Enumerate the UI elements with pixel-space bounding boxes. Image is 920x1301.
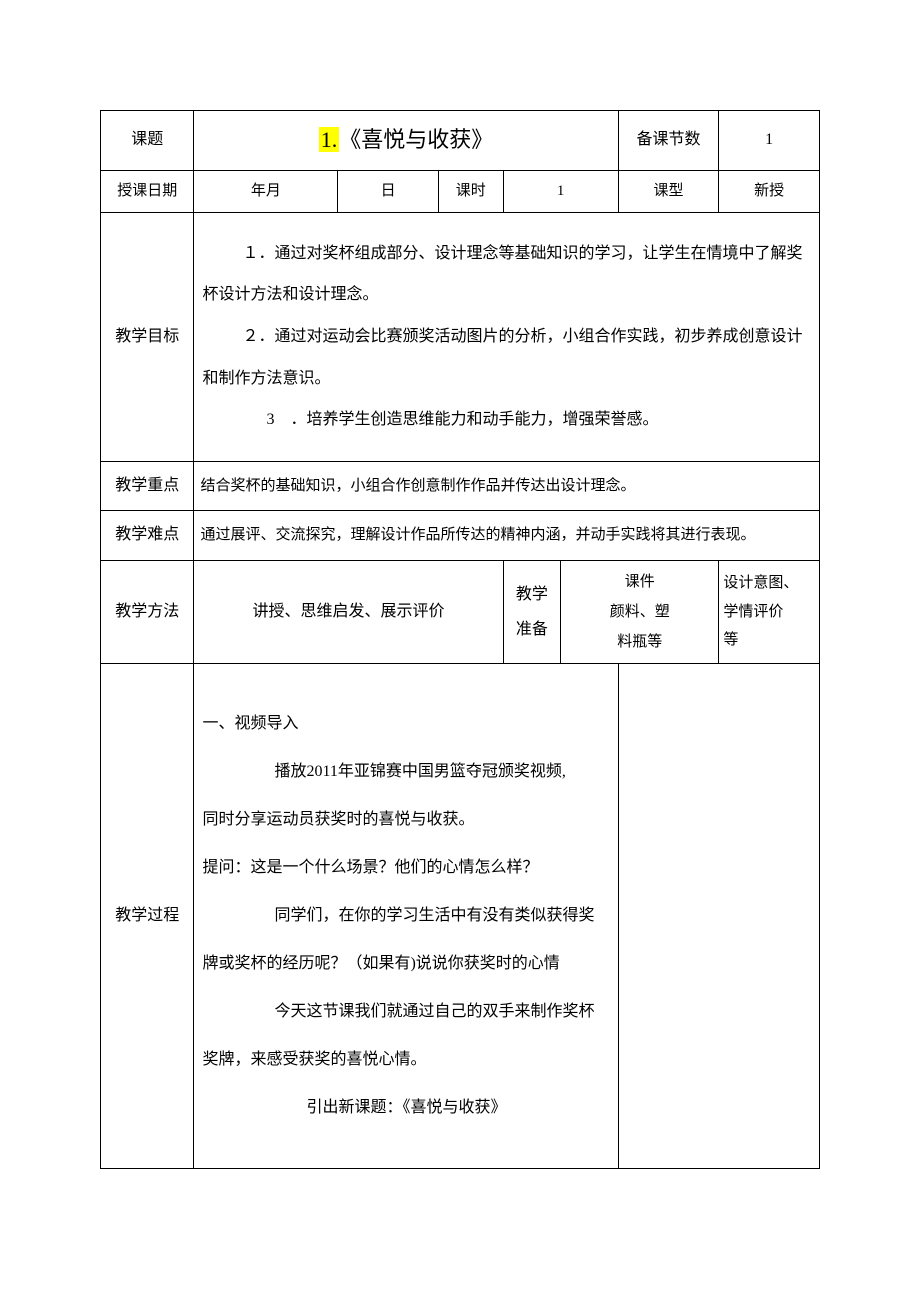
date-value: 年月 xyxy=(194,170,338,212)
date-label: 授课日期 xyxy=(101,170,194,212)
right-note: 设计意图、学情评价等 xyxy=(719,560,820,663)
lesson-title: 1.《喜悦与收获》 xyxy=(194,111,618,171)
period-value: 1 xyxy=(503,170,618,212)
goals-content: １．通过对奖杯组成部分、设计理念等基础知识的学习，让学生在情境中了解奖杯设计方法… xyxy=(194,212,820,461)
process-right-blank xyxy=(618,663,819,1168)
period-label: 课时 xyxy=(438,170,503,212)
process-line-6: 今天这节课我们就通过自己的双手来制作奖杯 xyxy=(202,988,609,1036)
keypoint-text: 结合奖杯的基础知识，小组合作创意制作作品并传达出设计理念。 xyxy=(194,461,820,511)
session-count-value: 1 xyxy=(719,111,820,171)
type-label: 课型 xyxy=(618,170,719,212)
title-text: 《喜悦与收获》 xyxy=(339,127,493,152)
method-text: 讲授、思维启发、展示评价 xyxy=(194,560,503,663)
title-number: 1. xyxy=(319,127,340,152)
topic-label: 课题 xyxy=(101,111,194,171)
process-line-4: 同学们，在你的学习生活中有没有类似获得奖 xyxy=(202,892,609,940)
process-line-7: 奖牌，来感受获奖的喜悦心情。 xyxy=(202,1036,609,1084)
goal-3: 3 ．培养学生创造思维能力和动手能力，增强荣誉感。 xyxy=(202,399,811,441)
keypoint-label: 教学重点 xyxy=(101,461,194,511)
goal-2: ２．通过对运动会比赛颁奖活动图片的分析，小组合作实践，初步养成创意设计和制作方法… xyxy=(202,316,811,399)
process-line-1: 播放2011年亚锦赛中国男篮夺冠颁奖视频, xyxy=(202,748,609,796)
session-count-label: 备课节数 xyxy=(618,111,719,171)
process-line-5: 牌或奖杯的经历呢？（如果有)说说你获奖时的心情 xyxy=(202,940,609,988)
process-line-0: 一、视频导入 xyxy=(202,700,609,748)
method-label: 教学方法 xyxy=(101,560,194,663)
process-label: 教学过程 xyxy=(101,663,194,1168)
process-line-8: 引出新课题：《喜悦与收获》 xyxy=(202,1084,609,1132)
goal-1: １．通过对奖杯组成部分、设计理念等基础知识的学习，让学生在情境中了解奖杯设计方法… xyxy=(202,233,811,316)
type-value: 新授 xyxy=(719,170,820,212)
prep-value: 课件颜料、塑料瓶等 xyxy=(561,560,719,663)
prep-label: 教学准备 xyxy=(503,560,561,663)
difficulty-label: 教学难点 xyxy=(101,511,194,561)
difficulty-text: 通过展评、交流探究，理解设计作品所传达的精神内涵，并动手实践将其进行表现。 xyxy=(194,511,820,561)
lesson-plan-table: 课题 1.《喜悦与收获》 备课节数 1 授课日期 年月 日 课时 1 课型 新授… xyxy=(100,110,820,1169)
process-line-3: 提问：这是一个什么场景？他们的心情怎么样？ xyxy=(202,844,609,892)
process-line-2: 同时分享运动员获奖时的喜悦与收获。 xyxy=(202,796,609,844)
goals-label: 教学目标 xyxy=(101,212,194,461)
process-content: 一、视频导入 播放2011年亚锦赛中国男篮夺冠颁奖视频, 同时分享运动员获奖时的… xyxy=(194,663,618,1168)
lesson-plan-page: 课题 1.《喜悦与收获》 备课节数 1 授课日期 年月 日 课时 1 课型 新授… xyxy=(0,0,920,1301)
day-value: 日 xyxy=(338,170,439,212)
